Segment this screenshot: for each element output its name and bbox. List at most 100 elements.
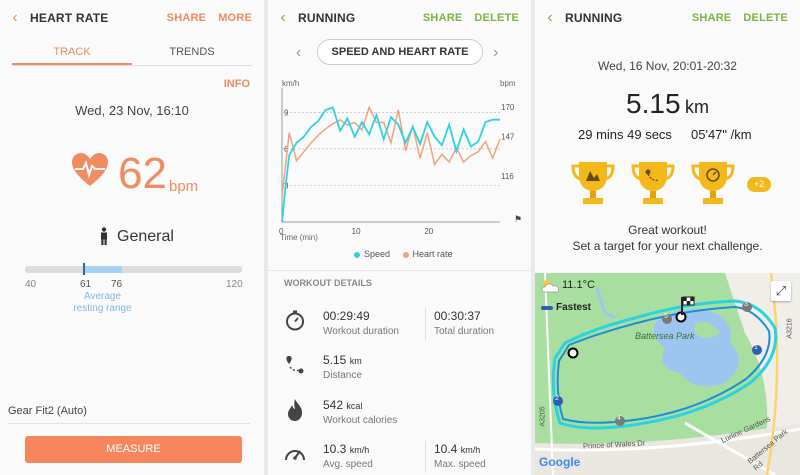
tab-track[interactable]: TRACK [12,40,132,65]
heart-icon [70,150,110,190]
divider [8,423,250,424]
distance-icon [284,354,306,376]
series-heart-rate-line [281,105,501,197]
road-label: A3205 [539,406,547,427]
map-canvas [535,273,800,475]
divider [425,308,426,340]
duration: 29 mins 49 secs [578,127,672,142]
more-button[interactable]: MORE [218,12,252,24]
share-button[interactable]: SHARE [422,12,463,24]
distance-unit: km [684,97,709,117]
measure-datetime: Wed, 23 Nov, 16:10 [75,103,189,118]
divider [425,441,426,473]
left-axis-label: km/h [282,79,299,88]
share-button[interactable]: SHARE [691,12,732,24]
tab-trends[interactable]: TRENDS [169,46,215,58]
range-label-1: Average [83,291,122,302]
share-button[interactable]: SHARE [166,12,207,24]
stat-workout-duration: 00:29:49 Workout duration [323,309,399,337]
tab-bar: TRACK TRENDS [12,40,252,66]
stat-max-speed: 10.4 km/h Max. speed [434,442,486,470]
device-name: Gear Fit2 (Auto) [8,405,87,417]
speedometer-icon [283,443,307,463]
y-left-tick-label: 6 [284,145,289,154]
stat-total-duration: 00:30:37 Total duration [434,309,495,337]
back-arrow-icon[interactable]: ‹ [280,9,286,26]
park-label: Battersea Park [635,331,695,341]
y-left-tick-label: 9 [284,108,289,117]
google-logo: Google [539,455,581,469]
fastest-legend-label: Fastest [556,302,592,313]
running-summary-panel: ‹ RUNNING SHARE DELETE Wed, 16 Nov, 20:0… [535,0,800,475]
scale-max: 120 [226,279,243,290]
header: ‹ RUNNING SHARE DELETE [535,0,800,36]
flame-icon [285,398,305,422]
pace: 05'47" /km [691,127,752,142]
heart-rate-unit: bpm [169,178,199,195]
header: ‹ HEART RATE SHARE MORE [0,0,264,36]
delete-button[interactable]: DELETE [474,12,519,24]
y-right-tick-label: 116 [501,172,514,181]
divider [268,270,531,271]
page-title: RUNNING [298,11,356,25]
distance-value: 5.15 [626,88,681,119]
chart-selector[interactable]: SPEED AND HEART RATE [317,39,483,65]
running-chart-panel: ‹ RUNNING SHARE DELETE ‹ SPEED AND HEART… [268,0,531,475]
page-title: HEART RATE [30,11,109,25]
temperature: 11.1°C [562,279,595,291]
legend-speed: Speed [354,249,390,259]
stat-calories: 542 kcal Workout calories [323,398,398,426]
heart-rate-value: 62 [118,149,167,198]
target-message: Set a target for your next challenge. [572,239,763,253]
activity-status: General [117,228,174,245]
x-tick-label: 0 [279,227,284,236]
chevron-right-icon[interactable]: › [493,44,499,61]
right-axis-label: bpm [500,79,516,88]
info-button[interactable]: INFO [223,78,250,90]
y-left-tick-label: 3 [284,181,289,190]
more-badges-pill[interactable]: +2 [747,177,771,192]
stat-distance: 5.15 km Distance [323,353,362,381]
delete-button[interactable]: DELETE [743,12,788,24]
trophy-icon [690,158,736,208]
trophy-icon [630,158,676,208]
route-marker: 2 [555,395,559,402]
trophy-icon [570,158,616,208]
expand-map-icon[interactable]: ⤢ [771,281,791,301]
heart-rate-panel: ‹ HEART RATE SHARE MORE TRACK TRENDS INF… [0,0,264,475]
workout-datetime: Wed, 16 Nov, 20:01-20:32 [598,59,737,73]
stopwatch-icon [284,309,306,331]
finish-flag-icon: ⚑ [514,214,522,224]
route-marker: 5 [664,313,668,320]
x-tick-label: 10 [352,227,361,236]
weather-cloud-icon [540,279,562,293]
back-arrow-icon[interactable]: ‹ [12,9,18,26]
back-arrow-icon[interactable]: ‹ [547,9,553,26]
stat-avg-speed: 10.3 km/h Avg. speed [323,442,373,470]
scale-high: 76 [111,279,123,290]
road-label: A3216 [786,318,794,339]
scale-min: 40 [25,279,37,290]
measure-button[interactable]: MEASURE [25,436,242,463]
section-title: WORKOUT DETAILS [284,278,372,288]
speed-heart-chart: 3 6 9 116 147 170 0 10 20 km/h bpm Time (min) ⚑ [279,79,522,242]
header: ‹ RUNNING SHARE DELETE [268,0,531,36]
range-label-2: resting range [73,303,132,314]
route-map[interactable]: 11.1°C Fastest Battersea Park Prince of … [535,273,800,475]
distance-display: 5.15 km [535,88,800,120]
x-axis-label: Time (min) [280,233,318,242]
legend-heart-rate: Heart rate [402,249,453,259]
fastest-legend-swatch [541,306,553,310]
route-marker: 4 [617,415,621,422]
chevron-left-icon[interactable]: ‹ [296,44,302,61]
y-right-tick-label: 147 [501,132,515,141]
page-title: RUNNING [565,11,623,25]
chart-legend: Speed Heart rate [354,249,453,259]
x-tick-label: 20 [424,227,433,236]
range-bar [25,266,242,273]
series-speed-line [281,106,500,223]
route-marker: 3 [744,301,748,308]
congrats-message: Great workout! [628,223,707,237]
scale-low: 61 [80,279,92,290]
